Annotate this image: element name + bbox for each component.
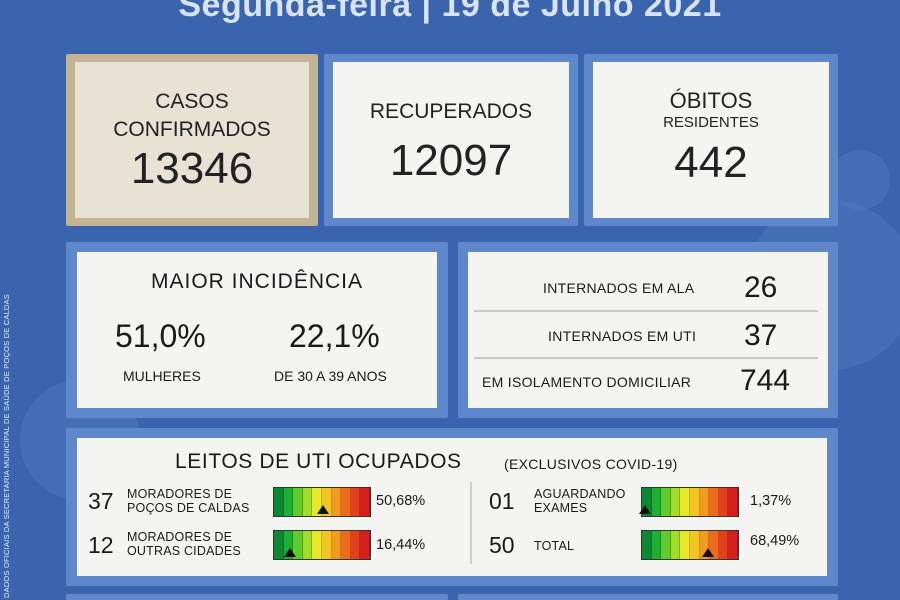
uti-item-num: 37: [88, 488, 114, 514]
gauge-segment: [302, 531, 313, 559]
gauge-segment: [661, 488, 671, 516]
gauge-level-marker: [283, 548, 296, 557]
uti-item-num: 50: [489, 532, 515, 558]
uti-item-pct: 16,44%: [376, 537, 426, 553]
uti-item-line1: MORADORES DE: [127, 487, 233, 501]
gauge-segment: [709, 531, 719, 559]
gauge-segment: [680, 531, 690, 559]
gauge-level-marker: [316, 505, 329, 514]
gauge-segment: [360, 531, 370, 559]
uti-column-divider: [470, 482, 472, 564]
gauge-segment: [670, 531, 681, 559]
gauge-segment: [718, 488, 729, 516]
obitos-value: 442: [674, 138, 748, 187]
gauge-segment: [321, 488, 332, 516]
gauge-level-marker: [638, 505, 651, 514]
casos-card: CASOS CONFIRMADOS 13346: [75, 62, 309, 218]
row-divider: [474, 357, 818, 359]
gauge-segment: [302, 488, 313, 516]
gauge-segment: [341, 488, 351, 516]
gauge-segment: [709, 488, 719, 516]
incidencia-left-label: MULHERES: [123, 368, 201, 384]
gauge-level-marker: [701, 548, 714, 557]
gauge-segment: [670, 488, 681, 516]
next-section-frame: [66, 594, 448, 600]
uti-gauge: [641, 530, 739, 560]
uti-subtitle: (EXCLUSIVOS COVID-19): [504, 456, 678, 472]
isolamento-value: 744: [740, 364, 791, 397]
source-credit: DADOS OFICIAIS DA SECRETARIA MUNICIPAL D…: [2, 294, 11, 598]
gauge-segment: [689, 488, 700, 516]
recuperados-value: 12097: [389, 136, 513, 185]
gauge-segment: [350, 488, 361, 516]
obitos-sub: RESIDENTES: [663, 114, 759, 131]
uti-gauge: [273, 487, 371, 517]
row-divider: [474, 310, 818, 312]
gauge-segment: [689, 531, 700, 559]
internados-uti-value: 37: [744, 319, 778, 352]
uti-item-pct: 68,49%: [750, 533, 800, 549]
gauge-segment: [274, 531, 284, 559]
isolamento-label: EM ISOLAMENTO DOMICILIAR: [482, 374, 692, 390]
internados-uti-label: INTERNADOS EM UTI: [548, 328, 697, 344]
date-header: Segunda-feira | 19 de Julho 2021: [178, 0, 722, 24]
uti-gauge: [638, 487, 739, 517]
gauge-segment: [350, 531, 361, 559]
gauge-segment: [293, 531, 303, 559]
gauge-segment: [312, 488, 322, 516]
casos-label-1: CASOS: [155, 90, 229, 113]
obitos-label: ÓBITOS: [669, 88, 753, 113]
gauge-segment: [642, 531, 652, 559]
gauge-segment: [728, 488, 738, 516]
obitos-card: ÓBITOS RESIDENTES 442: [593, 62, 829, 218]
gauge-segment: [699, 488, 710, 516]
incidencia-right-value: 22,1%: [289, 318, 380, 354]
incidencia-title: MAIOR INCIDÊNCIA: [150, 270, 363, 293]
uti-item-line1: AGUARDANDO: [534, 487, 626, 501]
incidencia-left-value: 51,0%: [115, 318, 206, 354]
gauge-segment: [274, 488, 284, 516]
uti-item-line2: EXAMES: [534, 501, 588, 515]
uti-item-num: 12: [88, 532, 114, 558]
gauge-segment: [680, 488, 690, 516]
gauge-segment: [718, 531, 729, 559]
incidencia-right-label: DE 30 A 39 ANOS: [274, 368, 387, 384]
gauge-segment: [283, 488, 294, 516]
uti-item-pct: 50,68%: [376, 493, 426, 509]
gauge-segment: [321, 531, 332, 559]
gauge-segment: [331, 488, 342, 516]
uti-item-pct: 1,37%: [750, 493, 792, 509]
internados-ala-value: 26: [744, 271, 778, 304]
gauge-segment: [283, 531, 294, 559]
uti-item-line1: TOTAL: [534, 539, 575, 553]
incidencia-card: MAIOR INCIDÊNCIA 51,0% MULHERES 22,1% DE…: [77, 252, 437, 408]
internados-card: INTERNADOS EM ALA 26 INTERNADOS EM UTI 3…: [468, 252, 828, 408]
gauge-segment: [331, 531, 342, 559]
casos-value: 13346: [130, 144, 254, 193]
gauge-segment: [360, 488, 370, 516]
gauge-segment: [642, 488, 652, 516]
recuperados-card: RECUPERADOS 12097: [333, 62, 569, 218]
internados-ala-label: INTERNADOS EM ALA: [543, 280, 695, 296]
gauge-segment: [699, 531, 710, 559]
uti-item-num: 01: [489, 488, 515, 514]
uti-title: LEITOS DE UTI OCUPADOS: [175, 450, 462, 473]
recuperados-label: RECUPERADOS: [369, 100, 533, 123]
uti-item-line2: OUTRAS CIDADES: [127, 544, 241, 558]
gauge-segment: [661, 531, 671, 559]
gauge-segment: [651, 488, 662, 516]
next-section-frame: [458, 594, 838, 600]
background-virus-shape: [830, 150, 890, 210]
gauge-segment: [312, 531, 322, 559]
casos-label-2: CONFIRMADOS: [113, 118, 271, 141]
uti-gauge: [273, 530, 371, 560]
gauge-segment: [728, 531, 738, 559]
uti-card: LEITOS DE UTI OCUPADOS (EXCLUSIVOS COVID…: [77, 438, 827, 576]
gauge-segment: [293, 488, 303, 516]
uti-item-line1: MORADORES DE: [127, 530, 233, 544]
uti-item-line2: POÇOS DE CALDAS: [127, 501, 250, 515]
gauge-segment: [651, 531, 662, 559]
gauge-segment: [341, 531, 351, 559]
